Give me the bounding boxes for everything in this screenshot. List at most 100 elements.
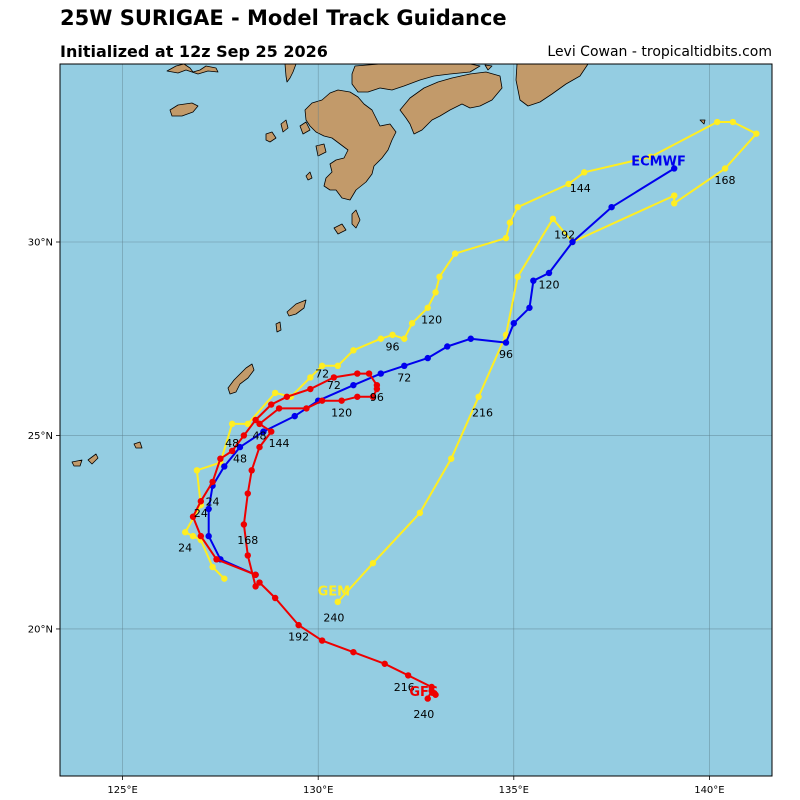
lat-tick-label: 25°N [28, 431, 53, 442]
track-point-gfs [295, 621, 302, 629]
land-shikoku [399, 71, 503, 135]
land-korea-south [166, 63, 219, 75]
track-point-gfs [271, 594, 279, 602]
track-point-gem [193, 467, 201, 474]
forecast-hour-label: 48 [233, 453, 247, 466]
track-point-gem [448, 455, 455, 462]
track-point-ecmwf [260, 428, 267, 435]
track-point-gem [670, 200, 678, 207]
land-island-small-5 [275, 321, 282, 333]
land-island-small-4 [305, 171, 313, 181]
model-name-ecmwf: ECMWF [631, 155, 686, 170]
track-point-gfs [424, 695, 431, 702]
track-point-gfs [404, 672, 412, 679]
track-gem [181, 118, 760, 606]
forecast-hour-label: 120 [331, 406, 352, 419]
land-island-small-2 [315, 143, 327, 157]
track-point-gfs [213, 556, 220, 563]
track-point-ecmwf [444, 343, 451, 350]
track-point-gem [271, 389, 279, 397]
track-point-gfs [373, 381, 381, 389]
track-point-gfs [381, 660, 388, 667]
lat-tick-label: 20°N [28, 624, 53, 635]
track-point-gem [181, 529, 189, 536]
track-point-gem [753, 130, 760, 137]
track-point-gfs [256, 420, 263, 428]
track-point-gfs [228, 447, 236, 455]
forecast-hour-label: 240 [323, 611, 344, 624]
track-point-gem [647, 153, 654, 161]
track-point-ecmwf [670, 165, 678, 172]
chart-title: 25W SURIGAE - Model Track Guidance [60, 6, 507, 30]
forecast-hour-label: 48 [253, 429, 267, 442]
track-point-ecmwf [205, 505, 212, 513]
land-kyushu [304, 89, 397, 201]
lon-tick-label: 125°E [107, 785, 137, 796]
track-point-ecmwf [502, 339, 510, 346]
track-point-ecmwf [377, 370, 384, 377]
land-island-tsushima [265, 131, 277, 143]
track-point-ecmwf [205, 532, 212, 540]
track-point-gfs [303, 405, 310, 412]
track-point-gfs [244, 490, 251, 497]
track-point-gfs [330, 374, 338, 381]
forecast-hour-label: 96 [499, 348, 513, 361]
land-island-amami [286, 299, 307, 317]
model-name-gem: GEM [318, 584, 351, 599]
land-island-yakushima [333, 223, 347, 235]
track-point-gem [424, 304, 431, 311]
track-point-gfs [318, 637, 326, 644]
forecast-hour-labels: 24 48 72 96 120 144 168 192 216 240 GEM 24 48 72 96 120… [178, 155, 735, 721]
track-point-gfs [189, 513, 197, 520]
lon-tick-label: 135°E [499, 785, 529, 796]
track-point-gfs [252, 571, 259, 578]
land-honshu-east [515, 63, 589, 107]
track-point-gem [514, 203, 521, 211]
lat-lon-grid [60, 64, 772, 776]
forecast-hour-label: 144 [570, 182, 591, 195]
track-point-ecmwf [350, 381, 357, 389]
track-point-gfs [365, 370, 373, 377]
track-point-ecmwf [291, 412, 298, 420]
forecast-hour-label: 120 [421, 313, 442, 326]
forecast-hour-label: 120 [539, 279, 560, 292]
forecast-hour-label: 240 [413, 708, 434, 721]
track-point-gfs [354, 393, 361, 400]
forecast-hour-label: 144 [269, 437, 290, 450]
track-point-ecmwf [401, 362, 408, 370]
track-point-gem [228, 420, 236, 428]
track-point-gem [451, 250, 459, 257]
track-point-gem [221, 575, 228, 582]
forecast-hour-label: 216 [394, 681, 415, 694]
forecast-hour-label: 96 [386, 340, 400, 353]
forecast-hour-label: 192 [288, 631, 309, 644]
track-point-gfs [307, 385, 314, 393]
map-border [59, 63, 773, 777]
credit-text: Levi Cowan - tropicaltidbits.com [547, 44, 772, 60]
track-point-gfs [268, 401, 275, 408]
forecast-hour-label: 24 [194, 507, 208, 520]
track-point-gem [502, 234, 510, 242]
track-point-ecmwf [608, 203, 615, 211]
forecast-hour-label: 48 [225, 437, 239, 450]
forecast-hour-label: 216 [472, 406, 493, 419]
model-name-gfs: GFS [409, 685, 438, 700]
track-point-gem [581, 169, 588, 176]
track-point-gem [514, 273, 521, 281]
track-point-gem [318, 362, 326, 370]
track-point-gem [475, 393, 482, 400]
track-point-gem [350, 347, 357, 354]
track-point-gem [670, 192, 678, 199]
track-point-gfs [283, 393, 291, 400]
land-island-small-6 [699, 119, 706, 125]
track-point-gfs [197, 532, 205, 540]
track-point-gem [721, 165, 729, 172]
forecast-hour-label: 72 [397, 371, 411, 384]
track-point-gem [549, 215, 557, 222]
track-point-ecmwf [545, 269, 553, 277]
track-point-ecmwf [526, 304, 533, 311]
track-point-gfs [197, 498, 205, 505]
track-point-gfs [369, 393, 377, 400]
land-island-tanegashima [351, 209, 361, 229]
forecast-hour-label: 168 [237, 534, 258, 547]
